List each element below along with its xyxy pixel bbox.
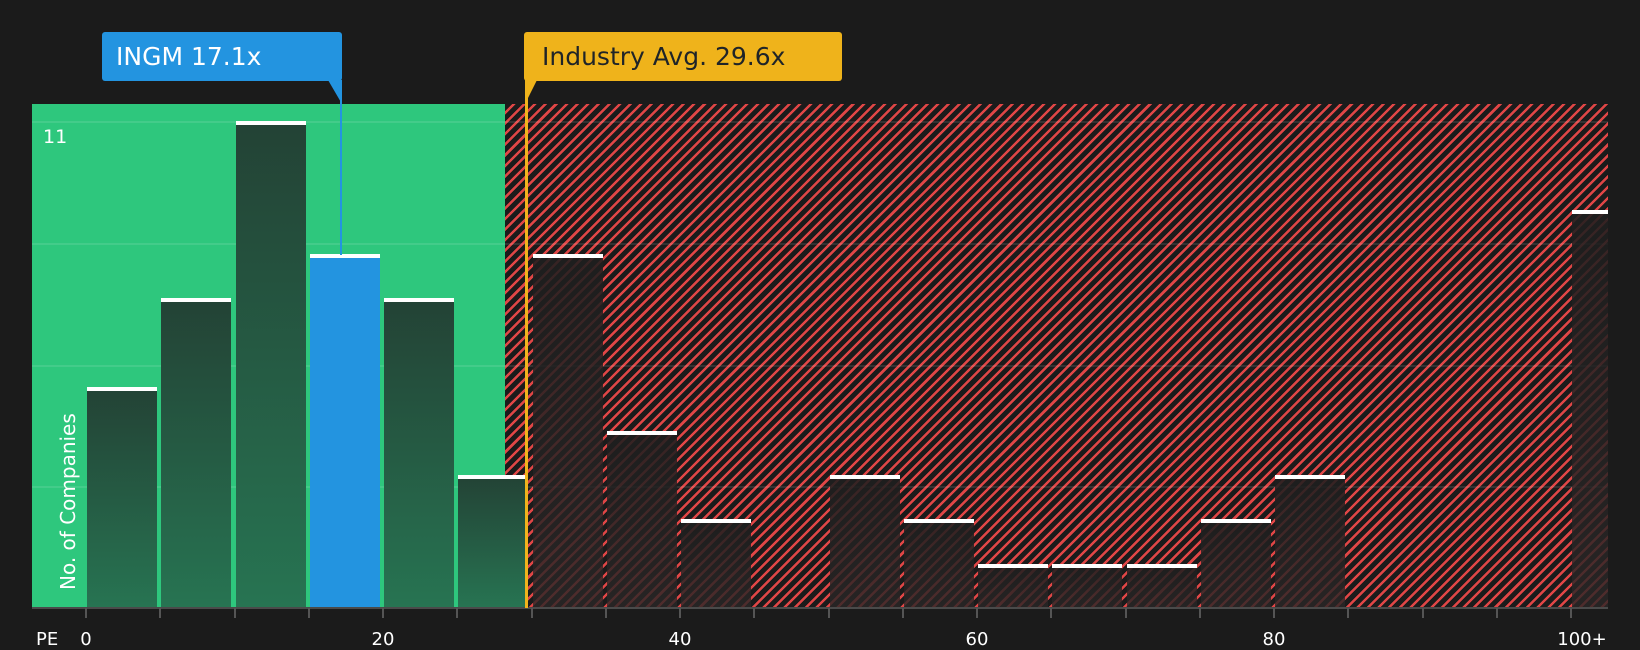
histogram-bar: [532, 253, 603, 608]
industry-avg-callout: Industry Avg. 29.6x: [524, 32, 842, 81]
x-tick: [382, 608, 384, 618]
x-tick: [1124, 608, 1127, 618]
x-tick-label-60: 60: [965, 629, 989, 650]
bar-top-marker: [458, 475, 529, 480]
company-callout-pointer: [328, 80, 342, 104]
histogram-bar: [1572, 209, 1608, 608]
x-tick: [976, 608, 978, 618]
histogram-bar: [681, 519, 751, 608]
industry-avg-marker-line: [525, 70, 528, 608]
x-tick-label-0: 0: [80, 629, 92, 650]
x-tick: [233, 608, 236, 618]
histogram-bar: [1200, 519, 1271, 608]
company-pe-callout: INGM 17.1x: [102, 32, 342, 81]
x-tick: [1050, 608, 1053, 618]
x-tick: [307, 608, 310, 618]
x-tick: [456, 608, 459, 618]
histogram-bar: [1126, 563, 1197, 608]
bar-top-marker: [161, 298, 232, 303]
x-tick: [827, 608, 830, 618]
histogram-bar: [606, 430, 677, 608]
x-tick-label-80: 80: [1262, 629, 1286, 650]
x-tick: [753, 608, 756, 618]
x-tick-label-100-plus: 100+: [1557, 629, 1607, 650]
x-tick: [1198, 608, 1201, 618]
x-tick: [159, 608, 162, 618]
x-tick: [1495, 608, 1498, 618]
gridline: [32, 242, 1608, 245]
y-max-label: 11: [43, 126, 68, 148]
x-tick: [901, 608, 904, 618]
bar-top-marker: [309, 253, 380, 258]
x-tick-label-20: 20: [371, 629, 395, 650]
x-tick: [1421, 608, 1424, 618]
x-tick-label-40: 40: [668, 629, 692, 650]
bar-top-marker: [532, 253, 603, 258]
x-tick: [1273, 608, 1275, 618]
x-tick: [1570, 608, 1572, 618]
bar-top-marker: [829, 475, 900, 480]
x-axis-prefix: PE: [36, 629, 59, 650]
histogram-bar: [1052, 563, 1123, 608]
histogram-bar: [978, 563, 1048, 608]
histogram-bar: [87, 386, 157, 608]
histogram-bar: [161, 298, 232, 608]
histogram-bar: [903, 519, 974, 608]
histogram-bar: [829, 475, 900, 608]
overvalued-hatched-zone: [505, 104, 1608, 608]
histogram-bar: [458, 475, 529, 608]
x-tick: [604, 608, 607, 618]
x-tick: [530, 608, 533, 618]
x-tick: [1347, 608, 1350, 618]
bar-top-marker: [1052, 563, 1123, 568]
bar-top-marker: [1200, 519, 1271, 524]
bar-top-marker: [1572, 209, 1608, 214]
gridline: [32, 364, 1608, 367]
histogram-bar: [1275, 475, 1345, 608]
gridline: [32, 486, 1608, 489]
bar-top-marker: [606, 430, 677, 435]
bar-top-marker: [1126, 563, 1197, 568]
industry-callout-pointer: [525, 80, 537, 104]
bar-top-marker: [903, 519, 974, 524]
company-pe-marker-line: [340, 100, 342, 255]
histogram-bar: [309, 253, 380, 608]
bar-top-marker: [978, 563, 1048, 568]
bar-top-marker: [384, 298, 454, 303]
bar-top-marker: [235, 121, 306, 125]
histogram-bar: [235, 121, 306, 608]
gridline: [32, 121, 1608, 123]
x-tick: [85, 608, 87, 618]
x-axis-line: [32, 607, 1608, 609]
bar-top-marker: [87, 386, 157, 391]
histogram-bar: [384, 298, 454, 608]
bar-top-marker: [1275, 475, 1345, 480]
y-axis-label: No. of Companies: [56, 413, 80, 590]
bar-top-marker: [681, 519, 751, 524]
x-tick: [679, 608, 681, 618]
